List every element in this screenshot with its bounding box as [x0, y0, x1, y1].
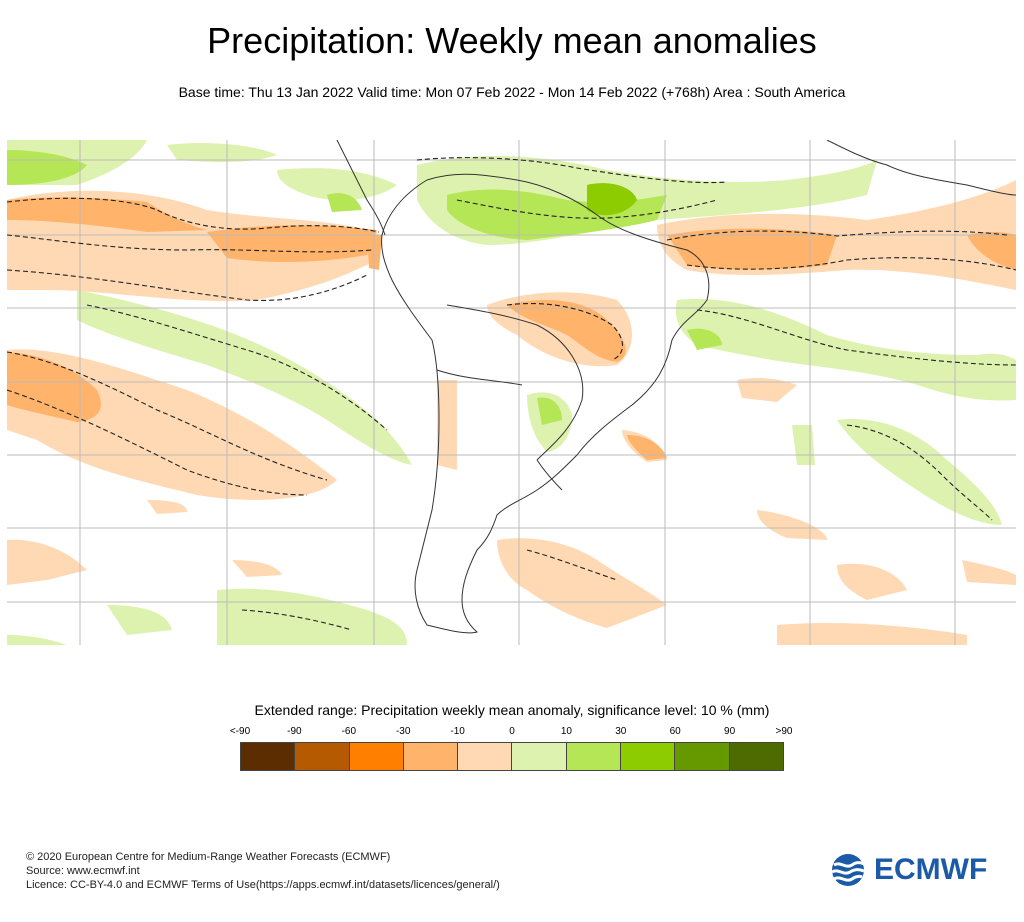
- map-graticule: [7, 140, 1016, 645]
- copyright-text: © 2020 European Centre for Medium-Range …: [26, 851, 391, 863]
- legend-swatch: [403, 743, 459, 770]
- licence-text: Licence: CC-BY-4.0 and ECMWF Terms of Us…: [26, 879, 500, 891]
- ecmwf-logo-text: ECMWF: [874, 853, 988, 886]
- legend-tick-label: >90: [775, 726, 793, 737]
- legend-swatch: [458, 743, 513, 770]
- legend-swatch: [621, 743, 676, 770]
- legend-swatch: [729, 743, 783, 770]
- footer: © 2020 European Centre for Medium-Range …: [26, 850, 500, 892]
- legend-swatch: [241, 743, 296, 770]
- legend-tick-label: -10: [450, 726, 465, 737]
- legend-swatch: [512, 743, 567, 770]
- page-title: Precipitation: Weekly mean anomalies: [207, 20, 817, 61]
- page-subtitle: Base time: Thu 13 Jan 2022 Valid time: M…: [178, 84, 846, 100]
- significance-contours: [7, 157, 1016, 631]
- legend-tick-label: -30: [395, 726, 411, 737]
- ecmwf-logo: ECMWF: [828, 852, 1000, 888]
- legend-swatch: [295, 743, 350, 770]
- legend-tick-label: 0: [509, 726, 515, 737]
- legend-swatches: [240, 742, 784, 771]
- legend-swatch: [566, 743, 622, 770]
- legend-tick-label: 30: [615, 726, 627, 737]
- source-text: Source: www.ecmwf.int: [26, 865, 140, 877]
- legend-tick-label: -60: [341, 726, 357, 737]
- legend-tick-label: 90: [724, 726, 736, 737]
- legend-swatch: [675, 743, 730, 770]
- legend-tick-label: 10: [560, 726, 572, 737]
- legend-swatch: [349, 743, 404, 770]
- anomaly-negative-medium: [7, 197, 1016, 460]
- legend-title: Extended range: Precipitation weekly mea…: [254, 702, 770, 718]
- legend-tick-label: -90: [287, 726, 302, 737]
- precipitation-anomaly-map: [7, 140, 1016, 645]
- legend-tick-label: <-90: [229, 726, 251, 737]
- coastline: [336, 140, 1016, 634]
- color-legend: <-90 -90 -60 -30 -10 0 10 30 60 90 >90: [230, 726, 792, 772]
- legend-tick-label: 60: [669, 726, 681, 737]
- ecmwf-logo-icon: [831, 854, 865, 886]
- anomaly-positive-strong: [587, 183, 637, 216]
